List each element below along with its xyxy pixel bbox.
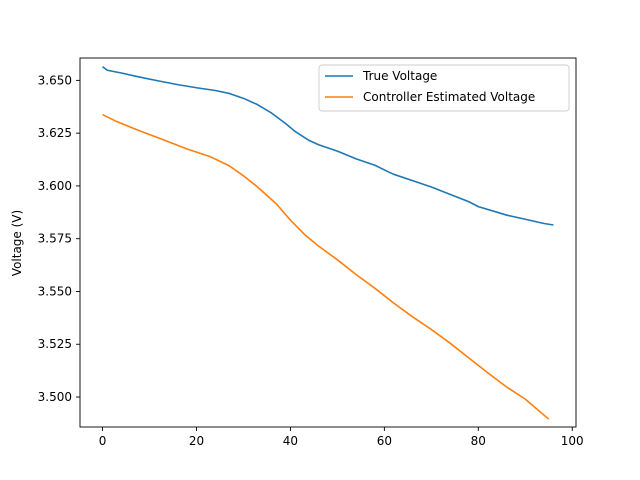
legend-label-0: True Voltage — [362, 69, 437, 83]
y-tick-label: 3.575 — [38, 232, 72, 246]
y-tick-label: 3.550 — [38, 284, 72, 298]
y-tick-label: 3.650 — [38, 73, 72, 87]
x-tick-label: 20 — [189, 434, 204, 448]
x-tick-label: 0 — [99, 434, 107, 448]
x-tick-label: 40 — [283, 434, 298, 448]
y-axis-title: Voltage (V) — [10, 210, 24, 276]
y-tick-label: 3.625 — [38, 126, 72, 140]
x-tick-label: 80 — [471, 434, 486, 448]
x-tick-label: 60 — [377, 434, 392, 448]
legend-label-1: Controller Estimated Voltage — [363, 90, 535, 104]
plot-frame — [79, 57, 577, 428]
y-tick-label: 3.500 — [38, 390, 72, 404]
axes-layer: 0 20 40 60 80 100 3.500 3.525 3.550 3.575 3.600 3.6… — [38, 57, 584, 448]
series-line-1 — [102, 113, 550, 420]
series-layer — [102, 66, 554, 420]
series-line-0 — [102, 66, 554, 226]
y-tick-label: 3.600 — [38, 179, 72, 193]
x-tick-label: 100 — [561, 434, 584, 448]
legend-box — [318, 64, 570, 112]
legend: True Voltage Controller Estimated Voltage — [318, 64, 570, 112]
y-tick-label: 3.525 — [38, 337, 72, 351]
